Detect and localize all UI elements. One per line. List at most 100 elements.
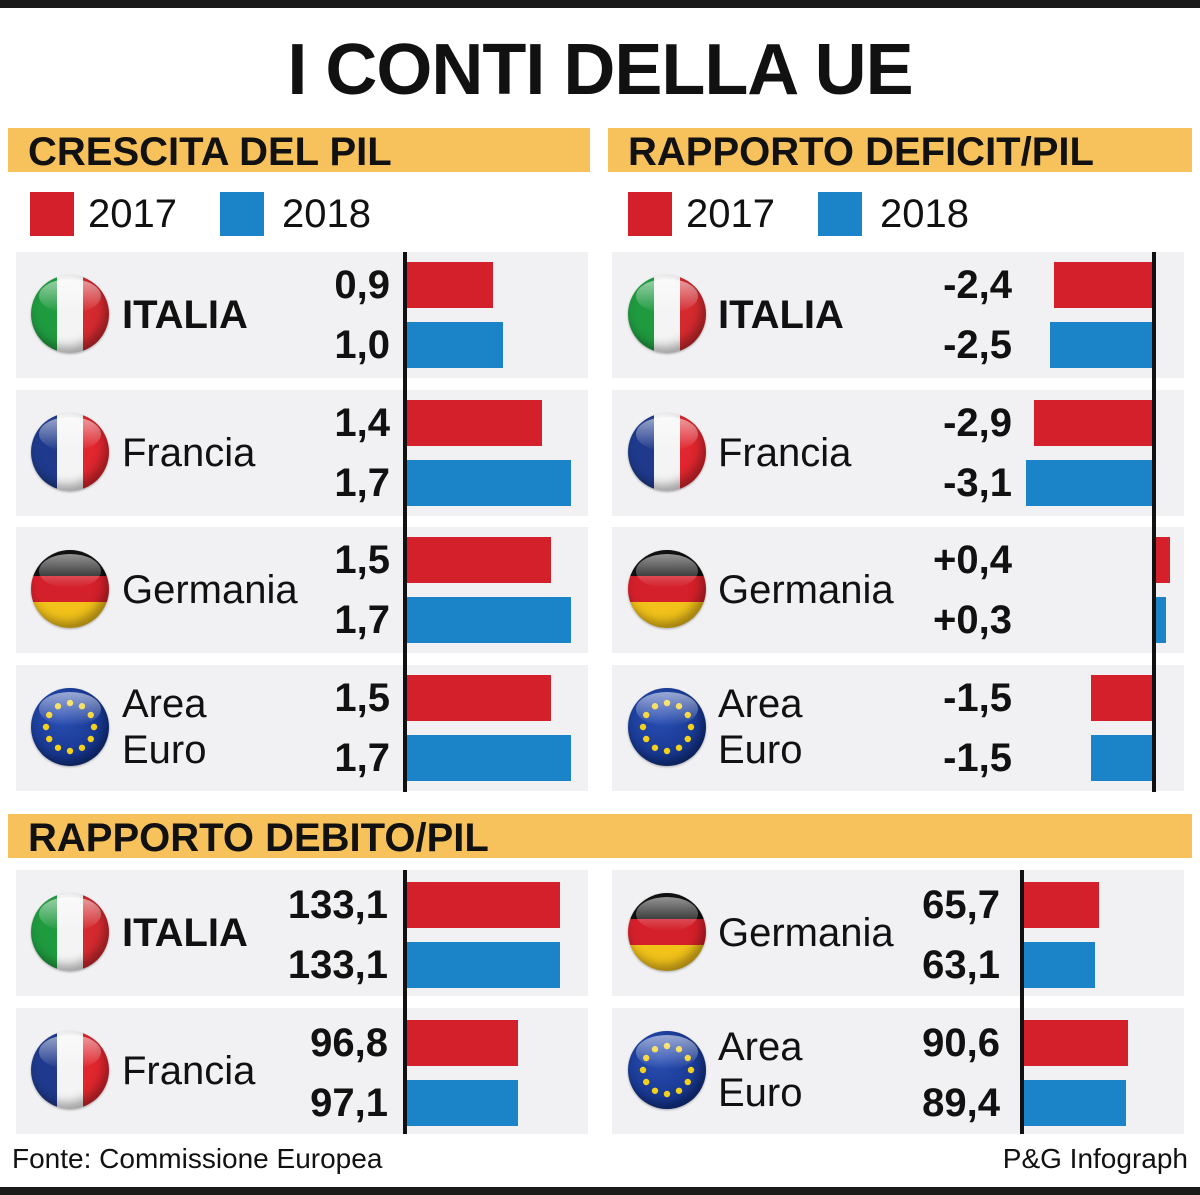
country-label: Area: [122, 682, 207, 726]
flag-germany-icon: [628, 550, 706, 628]
legend-label-2018: 2018: [282, 192, 371, 236]
bar-2018: [405, 1080, 518, 1126]
value-label: 133,1: [287, 943, 388, 987]
bar-2017: [1022, 882, 1099, 928]
axis-line: [403, 252, 407, 792]
flag-italy-icon: [31, 275, 109, 353]
flag-gloss: [39, 279, 101, 313]
country-label: ITALIA: [122, 293, 248, 337]
flag-gloss: [636, 417, 698, 451]
flag-gloss: [636, 1035, 698, 1069]
bar-2018: [1022, 942, 1095, 988]
bar-2018: [1050, 322, 1152, 368]
bar-2017: [1054, 262, 1152, 308]
flag-gloss: [39, 692, 101, 726]
flag-gloss: [39, 897, 101, 931]
bar-2017: [1034, 400, 1152, 446]
flag-gloss: [636, 692, 698, 726]
value-label: -3,1: [943, 461, 1012, 505]
bar-2018: [405, 735, 571, 781]
bar-2018: [1026, 460, 1152, 506]
value-label: 1,7: [334, 461, 390, 505]
legend-crescita: 2017 2018: [30, 192, 390, 236]
country-label: ITALIA: [122, 911, 248, 955]
value-label: 89,4: [922, 1081, 1000, 1125]
flag-eu-icon: [31, 688, 109, 766]
value-label: 1,4: [334, 401, 390, 445]
country-label: Francia: [122, 1049, 256, 1093]
bar-2017: [1154, 537, 1170, 583]
country-label: Area: [718, 1025, 803, 1069]
flag-gloss: [39, 554, 101, 588]
value-label: -2,4: [943, 263, 1012, 307]
legend-label-2017: 2017: [686, 192, 775, 236]
country-label: Germania: [718, 568, 894, 612]
footer-credit: P&G Infograph: [1002, 1143, 1188, 1174]
flag-gloss: [636, 897, 698, 931]
category-row: [612, 527, 1184, 653]
value-label: -1,5: [943, 676, 1012, 720]
value-label: 133,1: [287, 883, 388, 927]
header-debito: RAPPORTO DEBITO/PIL: [8, 814, 1192, 860]
country-label: Germania: [122, 568, 298, 612]
bar-2018: [405, 460, 571, 506]
flag-italy-icon: [628, 275, 706, 353]
country-label: Area: [718, 682, 803, 726]
country-label: Germania: [718, 911, 894, 955]
flag-eu-icon: [628, 688, 706, 766]
bar-2018: [1091, 735, 1152, 781]
value-label: 1,7: [334, 736, 390, 780]
value-label: 97,1: [310, 1081, 388, 1125]
value-label: 96,8: [310, 1021, 388, 1065]
value-label: -2,5: [943, 323, 1012, 367]
flag-france-icon: [31, 1031, 109, 1109]
value-label: 1,5: [334, 676, 390, 720]
flag-gloss: [636, 279, 698, 313]
legend-swatch-2018: [818, 192, 862, 236]
value-label: 90,6: [922, 1021, 1000, 1065]
country-label: Euro: [718, 728, 803, 772]
flag-gloss: [636, 554, 698, 588]
flag-gloss: [39, 1035, 101, 1069]
header-crescita: CRESCITA DEL PIL: [8, 128, 590, 174]
flag-eu-icon: [628, 1031, 706, 1109]
bar-2017: [405, 882, 560, 928]
legend-label-2017: 2017: [88, 192, 177, 236]
country-label: ITALIA: [718, 293, 844, 337]
bar-2017: [405, 675, 551, 721]
value-label: 65,7: [922, 883, 1000, 927]
legend-swatch-2018: [220, 192, 264, 236]
value-label: -1,5: [943, 736, 1012, 780]
flag-germany-icon: [628, 893, 706, 971]
country-label: Francia: [122, 431, 256, 475]
value-label: 1,5: [334, 538, 390, 582]
flag-italy-icon: [31, 893, 109, 971]
country-label: Francia: [718, 431, 852, 475]
value-label: -2,9: [943, 401, 1012, 445]
top-rule: [0, 0, 1200, 8]
bar-2018: [405, 322, 503, 368]
flag-gloss: [39, 417, 101, 451]
bar-2018: [1154, 597, 1166, 643]
flag-france-icon: [628, 413, 706, 491]
category-row: [612, 665, 1184, 791]
value-label: 1,0: [334, 323, 390, 367]
value-label: +0,4: [933, 538, 1012, 582]
bar-2017: [405, 1020, 518, 1066]
page-title: I CONTI DELLA UE: [287, 30, 913, 110]
bar-2017: [1022, 1020, 1128, 1066]
legend-deficit: 2017 2018: [628, 192, 988, 236]
bar-2018: [1022, 1080, 1126, 1126]
footer-source: Fonte: Commissione Europea: [12, 1143, 383, 1174]
value-label: +0,3: [933, 598, 1012, 642]
flag-france-icon: [31, 413, 109, 491]
axis-line: [1020, 870, 1024, 1134]
country-label: Euro: [122, 728, 207, 772]
value-label: 1,7: [334, 598, 390, 642]
axis-line: [403, 870, 407, 1134]
country-label: Euro: [718, 1071, 803, 1115]
bar-2017: [1091, 675, 1152, 721]
legend-label-2018: 2018: [880, 192, 969, 236]
value-label: 0,9: [334, 263, 390, 307]
bottom-rule: [0, 1187, 1200, 1195]
